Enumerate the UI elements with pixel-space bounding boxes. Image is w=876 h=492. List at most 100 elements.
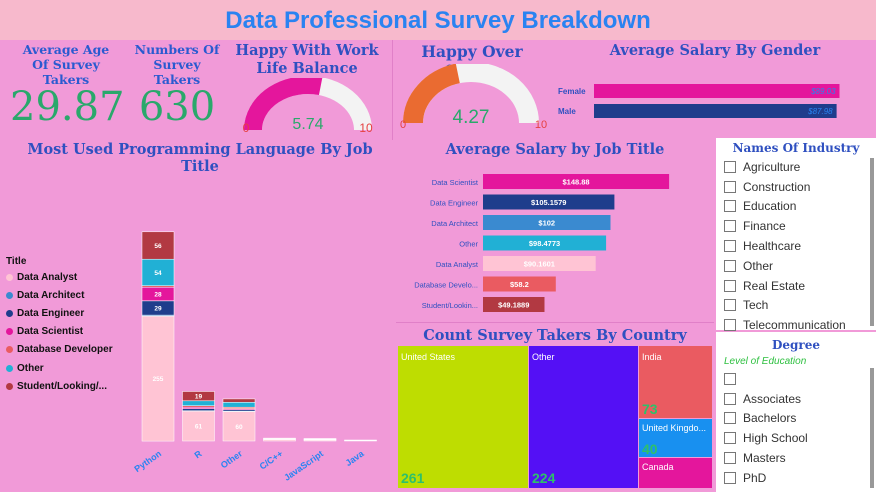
lang-bar-segment xyxy=(182,400,215,406)
legend-swatch xyxy=(6,382,13,390)
degree-scrollbar[interactable] xyxy=(870,368,874,488)
slicer-item[interactable]: Telecommunication xyxy=(724,315,876,335)
gender-chart[interactable]: Female $89.03 Male $87.98 xyxy=(556,78,866,124)
slicer-item-label: Education xyxy=(743,199,797,214)
job-bar xyxy=(483,276,556,292)
lang-bar-segment xyxy=(182,408,215,411)
checkbox[interactable] xyxy=(724,200,736,213)
slicer-item-label: Associates xyxy=(743,391,802,406)
treemap-cell[interactable]: India 73 xyxy=(639,346,712,418)
survey-count-value: 630 xyxy=(138,84,216,130)
slicer-item[interactable]: Associates xyxy=(724,389,876,409)
worklife-gauge[interactable]: 5.74 0 10 xyxy=(236,78,386,138)
slicer-item[interactable]: Education xyxy=(724,197,876,217)
job-bar-value: $105.1579 xyxy=(531,198,566,207)
checkbox[interactable] xyxy=(724,319,736,332)
industry-slicer: Names Of Industry Agriculture Constructio… xyxy=(716,138,876,332)
slicer-item[interactable] xyxy=(724,369,876,389)
treemap-cell[interactable]: United States 261 xyxy=(398,346,528,488)
legend-label: Student/Looking/... xyxy=(17,380,107,392)
job-bar-value: $102 xyxy=(538,219,555,228)
treemap-cell[interactable]: Canada xyxy=(639,458,712,488)
lang-chart[interactable]: 255 29 28 54 56 Python 61 19 R 60 Other C/C++JavaSc… xyxy=(120,158,392,488)
lang-legend-title: Title xyxy=(6,256,27,267)
lang-data-label: 28 xyxy=(154,292,162,299)
survey-count-label: Numbers Of Survey Takers xyxy=(134,42,220,87)
divider xyxy=(396,322,714,323)
slicer-item-label: Tech xyxy=(743,298,769,313)
worklife-gauge-fill xyxy=(244,78,323,131)
checkbox[interactable] xyxy=(724,299,736,312)
checkbox[interactable] xyxy=(724,392,736,405)
degree-slicer: Degree Level of Education Associates Bach… xyxy=(716,332,876,492)
lang-tick-label: JavaScript xyxy=(282,448,325,482)
checkbox[interactable] xyxy=(724,240,736,253)
job-chart[interactable]: Data Scientist $148.88 Data Engineer $105.1… xyxy=(396,166,714,316)
lang-bar-segment xyxy=(263,437,296,439)
lang-data-label: 56 xyxy=(154,243,162,250)
slicer-item-label: Other xyxy=(743,258,774,273)
checkbox[interactable] xyxy=(724,259,736,272)
legend-label: Data Engineer xyxy=(17,307,85,319)
lang-data-label: 54 xyxy=(154,270,162,277)
treemap-cell[interactable]: United Kingdo... 40 xyxy=(639,419,712,457)
legend-item[interactable]: Data Analyst xyxy=(6,268,128,286)
slicer-item[interactable]: Construction xyxy=(724,177,876,197)
checkbox[interactable] xyxy=(724,180,736,193)
checkbox[interactable] xyxy=(724,452,736,465)
checkbox[interactable] xyxy=(724,160,736,173)
legend-label: Data Architect xyxy=(17,289,85,301)
country-treemap[interactable]: United States 261 Other 224 India 73 Uni… xyxy=(396,346,714,488)
degree-slicer-title: Degree xyxy=(771,338,821,352)
slicer-item[interactable]: Masters xyxy=(724,448,876,468)
lang-data-label: 61 xyxy=(195,424,203,431)
gender-chart-title: Average Salary By Gender xyxy=(609,42,821,59)
checkbox[interactable] xyxy=(724,471,736,484)
legend-item[interactable]: Student/Looking/... xyxy=(6,377,128,395)
job-tick-label: Data Architect xyxy=(431,219,479,228)
slicer-item[interactable]: Real Estate xyxy=(724,276,876,296)
salary-gauge-min: 0 xyxy=(400,119,406,131)
slicer-item[interactable]: Finance xyxy=(724,216,876,236)
lang-bar-segment xyxy=(303,438,337,440)
lang-bar-segment xyxy=(222,402,256,408)
slicer-item[interactable]: PhD xyxy=(724,468,876,488)
slicer-item-label: Real Estate xyxy=(743,278,806,293)
lang-tick-label: Python xyxy=(132,448,163,474)
legend-item[interactable]: Data Engineer xyxy=(6,304,128,322)
checkbox[interactable] xyxy=(724,279,736,292)
legend-item[interactable]: Data Architect xyxy=(6,286,128,304)
legend-label: Other xyxy=(17,362,44,374)
job-bar-value: $98.4773 xyxy=(529,239,560,248)
slicer-item[interactable]: Tech xyxy=(724,296,876,316)
job-bar-value: $58.2 xyxy=(510,280,529,289)
checkbox[interactable] xyxy=(724,220,736,233)
checkbox[interactable] xyxy=(724,432,736,445)
legend-swatch xyxy=(6,364,13,372)
legend-item[interactable]: Database Developer xyxy=(6,341,128,359)
gender-bar xyxy=(594,104,837,118)
job-tick-label: Database Develo... xyxy=(414,281,478,290)
slicer-item[interactable]: Agriculture xyxy=(724,157,876,177)
slicer-item-label: High School xyxy=(743,431,808,446)
job-tick-label: Data Scientist xyxy=(432,178,479,187)
treemap-cell[interactable]: Other 224 xyxy=(529,346,638,488)
lang-bar-segment xyxy=(141,258,175,286)
worklife-gauge-title: Happy With Work Life Balance xyxy=(235,42,379,77)
slicer-item[interactable]: High School xyxy=(724,428,876,448)
legend-item[interactable]: Data Scientist xyxy=(6,323,128,341)
industry-scrollbar[interactable] xyxy=(870,158,874,326)
salary-gauge-fill xyxy=(403,64,461,124)
legend-item[interactable]: Other xyxy=(6,359,128,377)
job-bar xyxy=(483,256,596,271)
slicer-item[interactable]: Other xyxy=(724,256,876,276)
slicer-item[interactable]: Bachelors xyxy=(724,409,876,429)
lang-bar-segment xyxy=(182,391,215,402)
salary-gauge[interactable]: 4.27 0 10 xyxy=(396,64,556,134)
slicer-item-label: Agriculture xyxy=(743,159,801,174)
checkbox[interactable] xyxy=(724,372,736,385)
checkbox[interactable] xyxy=(724,412,736,425)
slicer-item[interactable]: Healthcare xyxy=(724,236,876,256)
lang-data-label: 29 xyxy=(154,306,162,313)
lang-chart-title: Most Used Programming Language By Job Ti… xyxy=(27,141,373,175)
